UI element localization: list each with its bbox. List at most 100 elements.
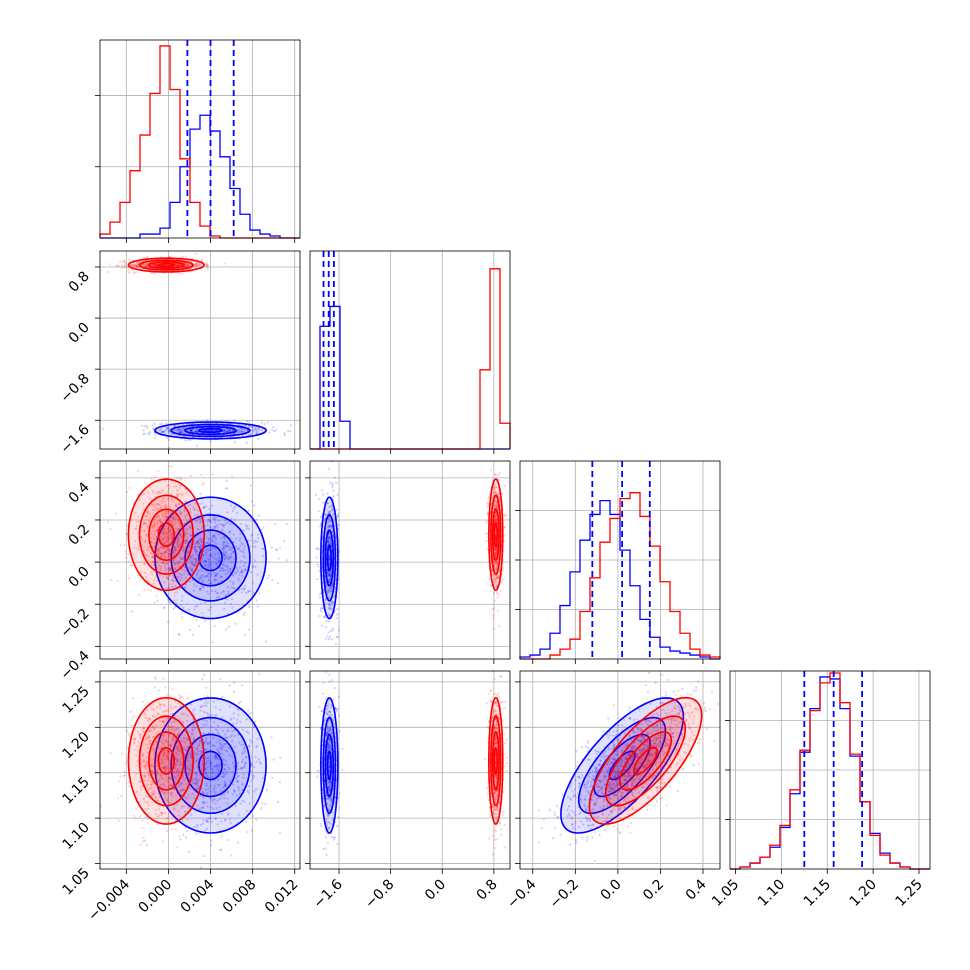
- sample-point: [168, 569, 171, 572]
- sample-point: [138, 593, 141, 596]
- sample-point: [194, 508, 197, 511]
- sample-point: [154, 437, 157, 440]
- sample-point: [150, 759, 153, 762]
- sample-point: [214, 553, 217, 556]
- sample-point: [217, 764, 220, 767]
- sample-point: [245, 820, 248, 823]
- sample-point: [162, 792, 165, 795]
- sample-point: [165, 748, 168, 751]
- sample-point: [207, 519, 210, 522]
- sample-point: [212, 744, 215, 747]
- sample-point: [211, 540, 214, 543]
- sample-point: [328, 535, 331, 538]
- sample-point: [190, 559, 194, 563]
- sample-point: [206, 521, 209, 524]
- red-histogram: [520, 492, 721, 660]
- sample-point: [171, 585, 174, 589]
- sample-point: [168, 465, 171, 468]
- sample-point: [204, 757, 207, 760]
- sample-point: [206, 760, 209, 763]
- sample-point: [207, 429, 210, 432]
- sample-point: [172, 562, 175, 565]
- sample-point: [177, 708, 180, 712]
- sample-point: [157, 814, 161, 817]
- sample-point: [206, 819, 209, 823]
- sample-point: [143, 774, 147, 777]
- sample-point: [155, 502, 158, 506]
- sample-point: [230, 586, 233, 589]
- sample-point: [221, 716, 224, 720]
- sample-point: [127, 267, 130, 270]
- sample-point: [172, 720, 175, 723]
- sample-point: [243, 746, 246, 749]
- sample-point: [172, 725, 176, 728]
- sample-point: [180, 568, 183, 572]
- sample-point: [187, 547, 190, 550]
- sample-point: [243, 529, 246, 532]
- sample-point: [173, 766, 176, 769]
- sample-point: [198, 542, 201, 545]
- sample-point: [184, 262, 187, 265]
- sample-point: [150, 791, 153, 794]
- sample-point: [199, 545, 202, 548]
- sample-point: [171, 559, 175, 562]
- sample-point: [161, 738, 164, 741]
- sample-point: [221, 813, 224, 816]
- sample-point: [146, 783, 149, 787]
- sample-point: [197, 750, 200, 753]
- sample-point: [193, 548, 197, 552]
- sample-point: [273, 430, 276, 433]
- sample-point: [229, 429, 232, 432]
- sample-point: [162, 547, 165, 550]
- sample-point: [155, 563, 158, 566]
- sample-point: [222, 524, 226, 527]
- sample-point: [137, 261, 140, 264]
- sample-point: [256, 737, 259, 741]
- sample-point: [195, 774, 199, 777]
- sample-point: [197, 528, 200, 531]
- sample-point: [209, 552, 212, 556]
- sample-point: [231, 475, 234, 478]
- sample-point: [222, 556, 225, 559]
- sample-point: [224, 819, 227, 822]
- sample-point: [193, 545, 196, 548]
- sample-point: [173, 788, 176, 791]
- sample-point: [133, 738, 136, 741]
- sample-point: [234, 805, 237, 808]
- sample-point: [186, 565, 189, 568]
- sample-point: [142, 797, 145, 801]
- sample-point: [201, 557, 204, 560]
- sample-point: [179, 493, 182, 496]
- red-density-fill: [158, 523, 175, 547]
- sample-point: [328, 572, 332, 575]
- sample-point: [224, 430, 228, 433]
- sample-point: [248, 802, 251, 805]
- sample-point: [177, 762, 181, 766]
- sample-point: [210, 767, 214, 770]
- sample-point: [144, 713, 147, 717]
- sample-point: [240, 541, 243, 545]
- sample-point: [155, 529, 158, 532]
- sample-point: [171, 579, 175, 582]
- sample-point: [139, 571, 142, 574]
- sample-point: [255, 518, 258, 521]
- sample-point: [214, 542, 217, 546]
- sample-point: [318, 615, 321, 618]
- sample-point: [177, 264, 180, 267]
- sample-point: [201, 483, 204, 486]
- sample-point: [271, 776, 274, 779]
- sample-point: [187, 773, 190, 776]
- sample-point: [161, 513, 164, 516]
- sample-point: [199, 866, 202, 869]
- sample-point: [198, 576, 201, 579]
- sample-point: [159, 560, 162, 563]
- sample-point: [143, 839, 147, 842]
- sample-point: [178, 510, 181, 513]
- sample-point: [171, 796, 174, 799]
- sample-point: [243, 428, 246, 431]
- sample-point: [242, 743, 245, 746]
- sample-point: [163, 766, 166, 770]
- sample-point: [122, 544, 126, 547]
- sample-point: [216, 769, 219, 772]
- sample-point: [135, 807, 138, 810]
